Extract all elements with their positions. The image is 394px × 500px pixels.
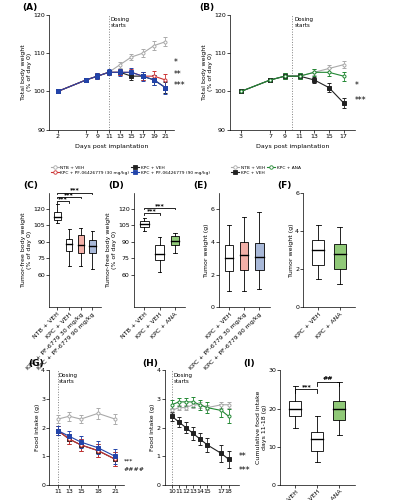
Bar [66,238,72,250]
Text: (F): (F) [278,181,292,190]
Text: ####: #### [124,466,145,471]
Bar [311,432,323,450]
Y-axis label: Tumor weight (g): Tumor weight (g) [289,224,294,277]
Bar [240,242,248,270]
Text: *: * [355,81,359,90]
X-axis label: Days post implantation: Days post implantation [256,144,329,150]
Text: ***: *** [58,196,68,201]
Text: ***: *** [147,208,157,213]
Y-axis label: Tumor-free body weight
(% of day 0): Tumor-free body weight (% of day 0) [106,212,117,288]
Bar [334,244,346,269]
Legend: NTB + VEH, KPC + PF-06426779 (30 mg/kg), KPC + VEH, KPC + PF-06426779 (90 mg/kg): NTB + VEH, KPC + PF-06426779 (30 mg/kg),… [49,164,212,176]
Y-axis label: Food intake (g): Food intake (g) [35,404,40,452]
Text: (C): (C) [24,181,39,190]
Bar [171,236,179,245]
Bar [255,244,264,270]
Text: (D): (D) [108,181,124,190]
Text: ***: *** [70,188,80,192]
Text: ***: *** [355,96,366,106]
Y-axis label: Tumor weight (g): Tumor weight (g) [204,224,209,277]
Text: Dosing
starts: Dosing starts [294,17,314,28]
Bar [156,245,164,260]
Bar [89,240,96,252]
Text: ***: *** [155,202,164,207]
Text: Dosing
starts: Dosing starts [59,373,78,384]
Text: (E): (E) [193,181,207,190]
Text: ***: *** [64,192,74,197]
Text: (H): (H) [142,359,158,368]
Text: (A): (A) [22,4,37,13]
Text: **: ** [174,70,182,78]
Text: Dosing
starts: Dosing starts [173,373,192,384]
Bar [312,240,324,266]
Legend: NTB + VEH, KPC + VEH, KPC + ANA: NTB + VEH, KPC + VEH, KPC + ANA [230,164,302,176]
Y-axis label: Total body weight
(% of day 0): Total body weight (% of day 0) [21,44,32,100]
Text: ***: *** [124,458,133,463]
X-axis label: Days post implantation: Days post implantation [75,144,148,150]
Text: Dosing
starts: Dosing starts [110,17,130,28]
Text: ***: *** [239,466,251,475]
Text: **: ** [239,452,247,461]
Text: (G): (G) [28,359,44,368]
Y-axis label: Cumulative food intake
days 11-18 (g): Cumulative food intake days 11-18 (g) [256,391,267,464]
Y-axis label: Total body weight
(% of day 0): Total body weight (% of day 0) [202,44,213,100]
Text: *: * [174,58,178,68]
Bar [140,221,149,226]
Bar [333,401,345,420]
Bar [54,212,61,220]
Text: ***: *** [174,81,186,90]
Text: ***: *** [301,384,311,388]
Y-axis label: Food intake (g): Food intake (g) [150,404,155,452]
Text: (B): (B) [199,4,214,13]
Text: (I): (I) [243,359,255,368]
Bar [225,245,233,272]
Y-axis label: Tumor-free body weight
(% of day 0): Tumor-free body weight (% of day 0) [21,212,32,288]
Bar [290,401,301,416]
Bar [78,236,84,252]
Text: ##: ## [323,376,334,381]
